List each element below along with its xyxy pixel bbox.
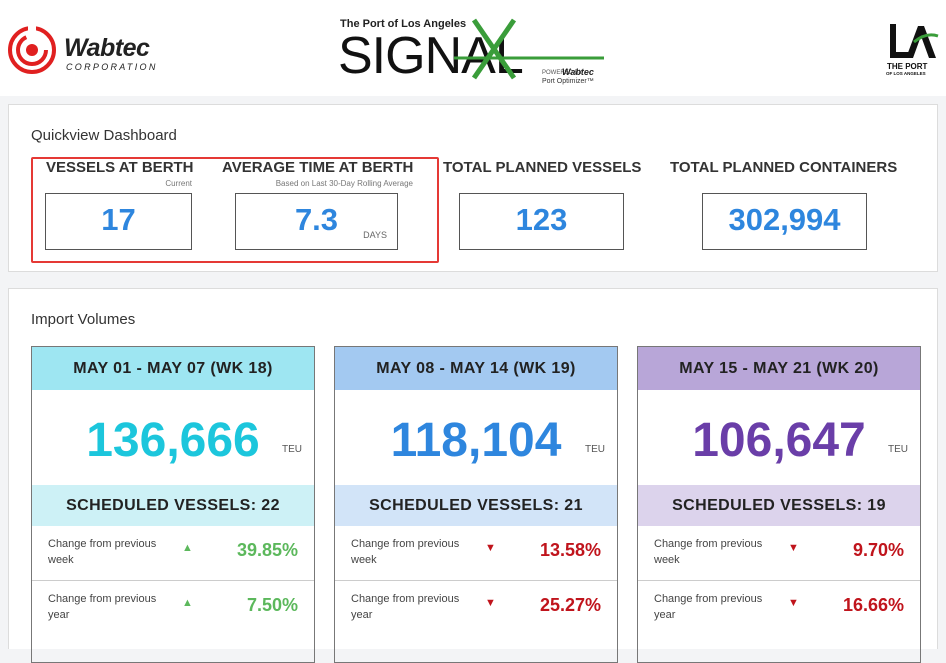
week-change-value: 13.58% bbox=[539, 540, 601, 560]
port-of-la-logo[interactable]: THE PORT OF LOS ANGELES bbox=[884, 22, 940, 78]
avg-time-at-berth-value: 7.3 bbox=[294, 202, 339, 237]
week-card-period: MAY 15 - MAY 21 (WK 20) bbox=[638, 347, 920, 390]
year-change-value: 16.66% bbox=[842, 595, 904, 615]
week-card-period: MAY 01 - MAY 07 (WK 18) bbox=[32, 347, 314, 390]
trend-up-icon: ▲ bbox=[182, 542, 193, 554]
week-card-18[interactable]: MAY 01 - MAY 07 (WK 18) 136,666 TEU SCHE… bbox=[31, 346, 315, 663]
year-change-label: Change from previous year bbox=[654, 593, 763, 621]
week-change-row: Change from previous week ▼ 9.70% bbox=[638, 526, 920, 581]
week-change-row: Change from previous week ▼ 13.58% bbox=[335, 526, 617, 581]
avg-time-at-berth-sub: Based on Last 30-Day Rolling Average bbox=[275, 179, 413, 188]
week-card-20[interactable]: MAY 15 - MAY 21 (WK 20) 106,647 TEU SCHE… bbox=[637, 346, 921, 663]
total-planned-containers-label: TOTAL PLANNED CONTAINERS bbox=[670, 159, 898, 176]
total-planned-vessels-box[interactable]: 123 bbox=[459, 193, 624, 250]
wabtec-name: Wabtec bbox=[64, 34, 150, 62]
import-volumes-title: Import Volumes bbox=[31, 311, 136, 328]
week-card-19[interactable]: MAY 08 - MAY 14 (WK 19) 118,104 TEU SCHE… bbox=[334, 346, 618, 663]
week-card-unit: TEU bbox=[282, 444, 302, 455]
signal-x-mark-icon bbox=[454, 18, 604, 80]
week-card-scheduled: SCHEDULED VESSELS: 19 bbox=[638, 485, 920, 526]
signal-powered-by: POWERED BY bbox=[542, 70, 583, 76]
week-card-volume: 106,647 bbox=[692, 414, 866, 467]
total-planned-vessels-value: 123 bbox=[515, 202, 568, 237]
week-change-label: Change from previous week bbox=[351, 538, 460, 566]
week-change-row: Change from previous week ▲ 39.85% bbox=[32, 526, 314, 581]
import-volumes-panel: Import Volumes MAY 01 - MAY 07 (WK 18) 1… bbox=[8, 288, 938, 663]
week-card-scheduled: SCHEDULED VESSELS: 21 bbox=[335, 485, 617, 526]
vessels-at-berth-sub: Current bbox=[165, 179, 192, 188]
total-planned-vessels-label: TOTAL PLANNED VESSELS bbox=[443, 159, 642, 176]
la-line1: THE PORT bbox=[887, 62, 928, 71]
wabtec-logo[interactable]: Wabtec CORPORATION bbox=[8, 22, 208, 78]
week-change-value: 9.70% bbox=[852, 540, 904, 560]
highlight-frame bbox=[31, 157, 439, 263]
trend-down-icon: ▼ bbox=[788, 542, 799, 554]
week-card-volume: 136,666 bbox=[86, 414, 260, 467]
signal-port-caption: The Port of Los Angeles bbox=[340, 18, 467, 30]
signal-product-name: Port Optimizer™ bbox=[542, 78, 594, 85]
trend-down-icon: ▼ bbox=[485, 542, 496, 554]
week-card-period: MAY 08 - MAY 14 (WK 19) bbox=[335, 347, 617, 390]
vessels-at-berth-value: 17 bbox=[101, 202, 136, 237]
year-change-row: Change from previous year ▼ 25.27% bbox=[335, 581, 617, 635]
avg-time-at-berth-unit: DAYS bbox=[363, 230, 387, 240]
week-card-unit: TEU bbox=[585, 444, 605, 455]
year-change-value: 7.50% bbox=[246, 595, 298, 615]
signal-powered-brand: Wabtec bbox=[562, 67, 594, 77]
year-change-label: Change from previous year bbox=[48, 593, 157, 621]
wabtec-corporation: CORPORATION bbox=[66, 62, 158, 72]
signal-wordmark: SIGNAL bbox=[338, 27, 524, 85]
la-line2: OF LOS ANGELES bbox=[886, 71, 926, 76]
quickview-title: Quickview Dashboard bbox=[31, 127, 177, 144]
quickview-panel: Quickview Dashboard VESSELS AT BERTH Cur… bbox=[8, 104, 938, 272]
total-planned-containers-box[interactable]: 302,994 bbox=[702, 193, 867, 250]
trend-down-icon: ▼ bbox=[485, 597, 496, 609]
wabtec-swirl-icon bbox=[8, 26, 56, 74]
year-change-label: Change from previous year bbox=[351, 593, 460, 621]
year-change-value: 25.27% bbox=[539, 595, 601, 615]
avg-time-at-berth-label: AVERAGE TIME AT BERTH bbox=[222, 159, 414, 176]
signal-logo[interactable]: The Port of Los Angeles SIGNAL POWERED B… bbox=[336, 14, 608, 86]
year-change-row: Change from previous year ▼ 16.66% bbox=[638, 581, 920, 635]
week-change-label: Change from previous week bbox=[48, 538, 157, 566]
avg-time-at-berth-box[interactable]: 7.3 DAYS bbox=[235, 193, 398, 250]
week-card-scheduled: SCHEDULED VESSELS: 22 bbox=[32, 485, 314, 526]
week-card-volume: 118,104 bbox=[390, 414, 562, 467]
week-change-value: 39.85% bbox=[236, 540, 298, 560]
trend-up-icon: ▲ bbox=[182, 597, 193, 609]
vessels-at-berth-label: VESSELS AT BERTH bbox=[46, 159, 194, 176]
total-planned-containers-value: 302,994 bbox=[728, 202, 841, 237]
la-mark-icon bbox=[890, 24, 939, 58]
top-bar: Wabtec CORPORATION The Port of Los Angel… bbox=[0, 0, 946, 96]
year-change-row: Change from previous year ▲ 7.50% bbox=[32, 581, 314, 635]
week-card-unit: TEU bbox=[888, 444, 908, 455]
week-change-label: Change from previous week bbox=[654, 538, 763, 566]
vessels-at-berth-box[interactable]: 17 bbox=[45, 193, 192, 250]
trend-down-icon: ▼ bbox=[788, 597, 799, 609]
